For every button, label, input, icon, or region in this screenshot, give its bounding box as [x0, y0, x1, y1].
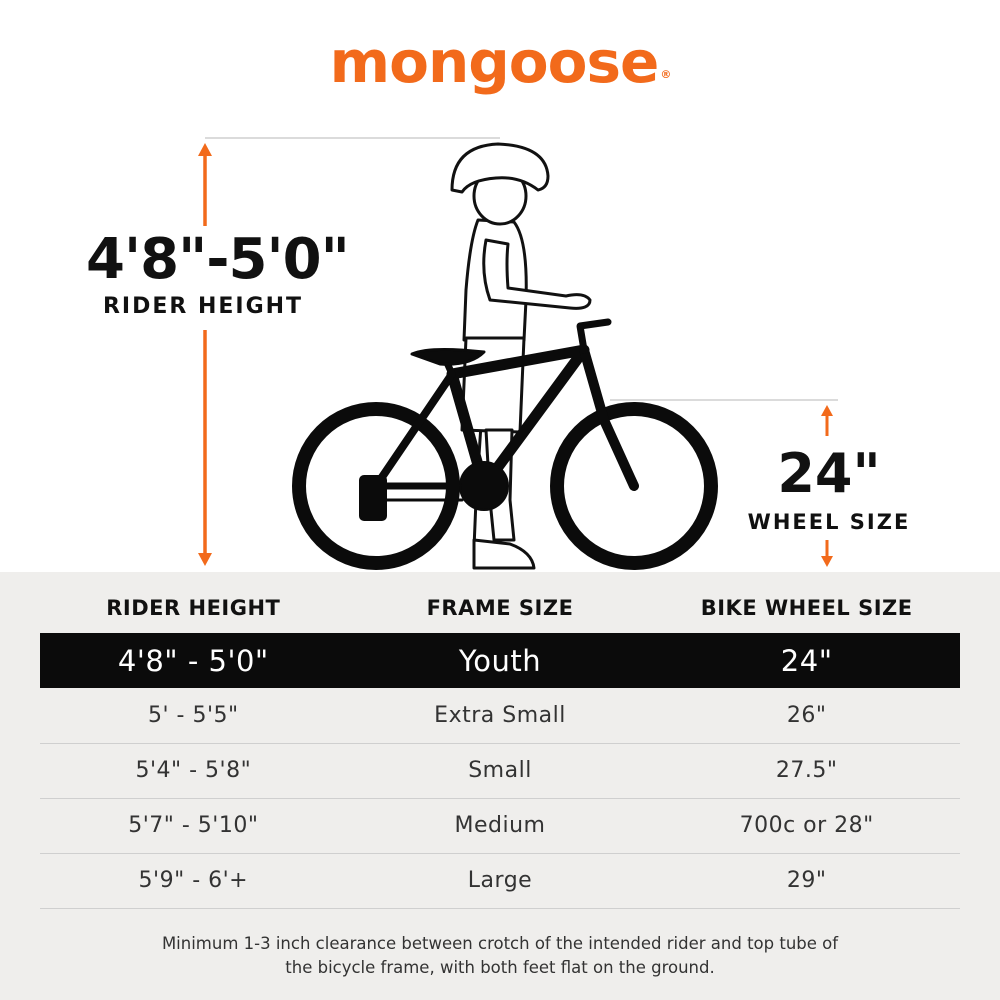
cell-rider-height: 5'7" - 5'10"	[128, 813, 259, 838]
header-rider-height: RIDER HEIGHT	[106, 596, 281, 620]
table-row: 5'4" - 5'8" Small 27.5"	[40, 743, 960, 799]
rider-bike-illustration	[198, 137, 838, 570]
cell-frame-size: Small	[468, 758, 532, 783]
rider-height-arrow	[198, 143, 212, 566]
cell-rider-height: 5'4" - 5'8"	[135, 758, 252, 783]
table-row: 5'9" - 6'+ Large 29"	[40, 853, 960, 909]
front-wheel	[550, 402, 718, 570]
rider-height-label: RIDER HEIGHT	[102, 294, 304, 319]
header-frame-size: FRAME SIZE	[426, 596, 574, 620]
table-row: 5' - 5'5" Extra Small 26"	[40, 688, 960, 744]
cell-wheel-size: 27.5"	[775, 758, 838, 783]
bicycle	[292, 318, 718, 570]
brand-name: mongoose	[329, 28, 660, 96]
cell-rider-height: 5' - 5'5"	[148, 703, 239, 728]
wheel-size-value: 24"	[777, 442, 881, 505]
cell-rider-height: 5'9" - 6'+	[138, 868, 249, 893]
cell-rider-height: 4'8" - 5'0"	[117, 643, 269, 678]
table-row: 5'7" - 5'10" Medium 700c or 28"	[40, 798, 960, 854]
wheel-size-label: WHEEL SIZE	[747, 510, 911, 534]
cell-frame-size: Medium	[454, 813, 546, 838]
cell-wheel-size: 29"	[786, 868, 827, 893]
cell-frame-size: Youth	[458, 643, 542, 678]
brand-logo: mongoose ®	[0, 28, 1000, 96]
header-bike-wheel-size: BIKE WHEEL SIZE	[700, 596, 913, 620]
cell-wheel-size: 700c or 28"	[739, 813, 874, 838]
table-header: RIDER HEIGHT FRAME SIZE BIKE WHEEL SIZE	[40, 592, 960, 624]
table-row-highlighted: 4'8" - 5'0" Youth 24"	[40, 633, 960, 688]
registered-mark: ®	[660, 68, 671, 81]
rider-height-value: 4'8"-5'0"	[86, 227, 350, 292]
clearance-footnote: Minimum 1-3 inch clearance between crotc…	[161, 934, 839, 977]
cell-wheel-size: 26"	[786, 703, 827, 728]
cell-frame-size: Large	[467, 868, 533, 893]
wheel-size-arrow	[821, 405, 833, 567]
size-chart: RIDER HEIGHT FRAME SIZE BIKE WHEEL SIZE …	[0, 572, 1000, 1000]
cell-frame-size: Extra Small	[434, 703, 566, 728]
cell-wheel-size: 24"	[780, 643, 833, 678]
